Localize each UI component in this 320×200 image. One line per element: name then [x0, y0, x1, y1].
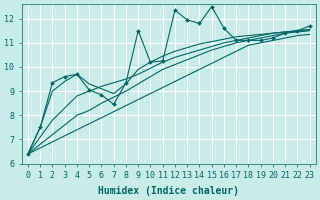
X-axis label: Humidex (Indice chaleur): Humidex (Indice chaleur) [98, 186, 239, 196]
